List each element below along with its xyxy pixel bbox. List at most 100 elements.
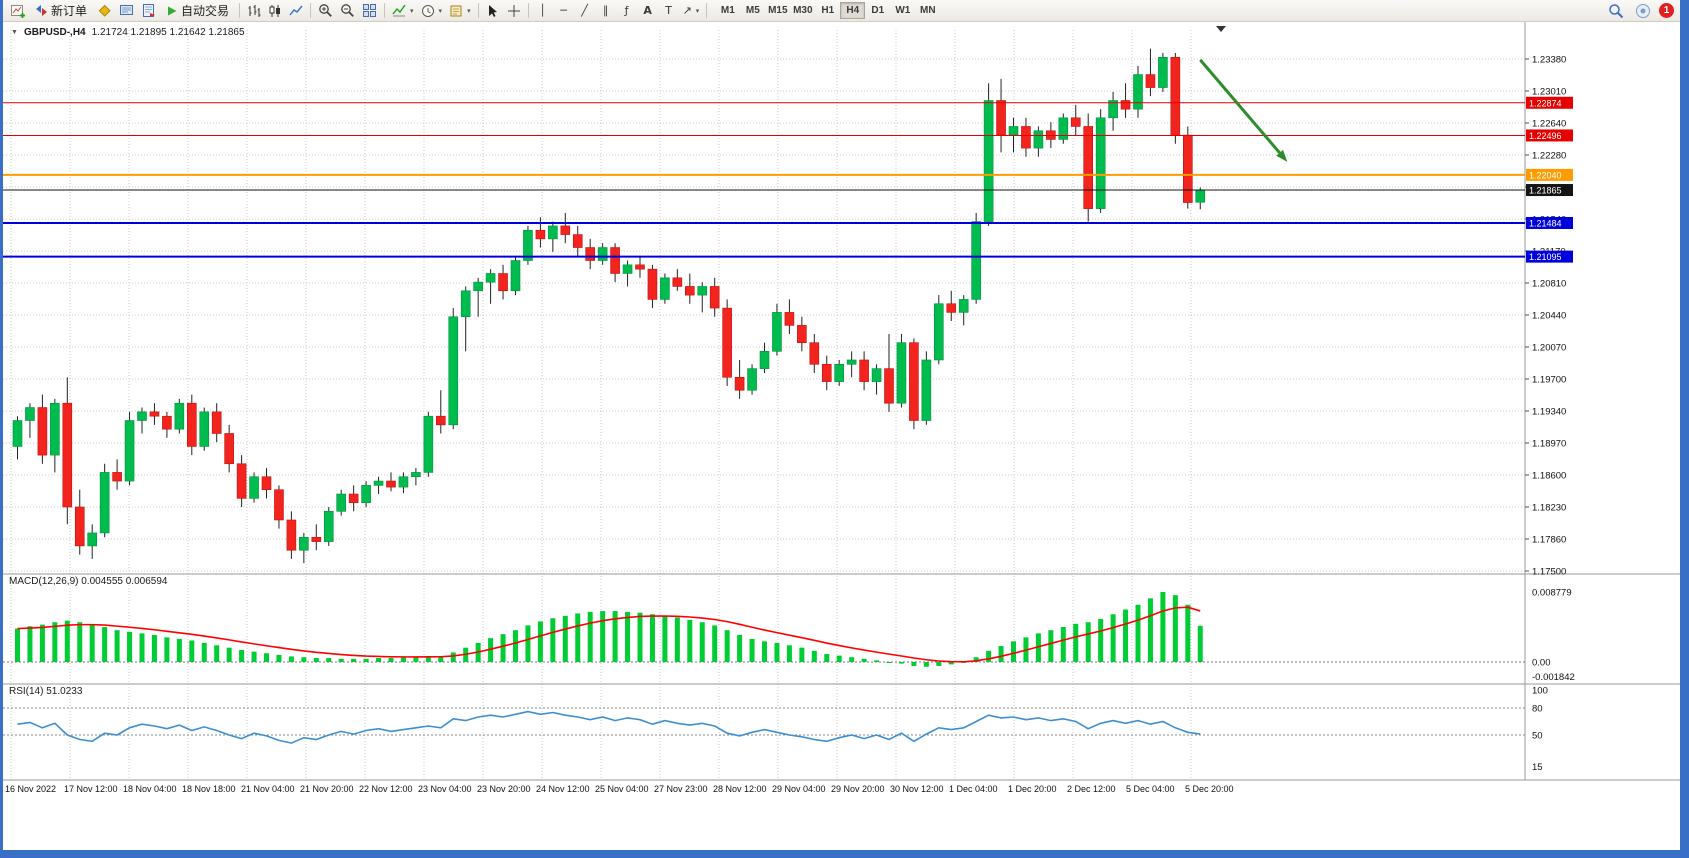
svg-text:30 Nov 12:00: 30 Nov 12:00 xyxy=(890,784,944,794)
price-chart-canvas[interactable]: 1.233801.230101.226401.222801.219101.215… xyxy=(3,22,1680,850)
toolbar-separator xyxy=(239,3,241,18)
svg-text:27 Nov 23:00: 27 Nov 23:00 xyxy=(654,784,708,794)
chart-symbol-label: GBPUSD-,H4 xyxy=(23,27,86,38)
zoom-in-icon[interactable] xyxy=(315,2,336,20)
svg-text:15: 15 xyxy=(1532,762,1543,773)
svg-text:1 Dec 20:00: 1 Dec 20:00 xyxy=(1008,784,1057,794)
timeframe-m5-button[interactable]: M5 xyxy=(745,5,760,16)
chevron-down-icon: ▾ xyxy=(467,7,471,15)
autotrading-button[interactable]: 自动交易 xyxy=(160,2,235,20)
cursor-icon[interactable] xyxy=(483,2,503,20)
trendline-icon[interactable]: ╱ xyxy=(581,4,588,17)
macd-panel xyxy=(3,591,1525,667)
svg-text:21 Nov 20:00: 21 Nov 20:00 xyxy=(300,784,354,794)
timeframe-m15-button[interactable]: M15 xyxy=(768,5,788,16)
chart-ohlc-label: 1.21724 1.21895 1.21642 1.21865 xyxy=(91,27,245,38)
svg-text:1.18600: 1.18600 xyxy=(1532,471,1566,482)
svg-text:1.21865: 1.21865 xyxy=(1529,186,1562,196)
chart-title: ▼ GBPUSD-,H4 1.21724 1.21895 1.21642 1.2… xyxy=(11,27,245,38)
svg-text:1.23010: 1.23010 xyxy=(1532,87,1566,98)
shift-end-marker[interactable] xyxy=(1216,26,1226,32)
candlesticks-icon[interactable] xyxy=(265,2,285,20)
chevron-down-icon: ▾ xyxy=(410,7,414,15)
svg-text:18 Nov 04:00: 18 Nov 04:00 xyxy=(123,784,177,794)
svg-text:2 Dec 12:00: 2 Dec 12:00 xyxy=(1067,784,1116,794)
svg-text:0.008779: 0.008779 xyxy=(1532,588,1572,599)
toolbar-right-group: 1 xyxy=(1605,2,1676,20)
svg-text:80: 80 xyxy=(1532,704,1543,715)
crosshair-icon[interactable] xyxy=(504,2,524,20)
indicators-dropdown[interactable]: ▾ xyxy=(389,2,417,20)
horizontal-price-lines[interactable] xyxy=(3,102,1525,258)
svg-text:1.22040: 1.22040 xyxy=(1529,170,1562,180)
svg-text:1.18970: 1.18970 xyxy=(1532,439,1566,450)
profiles-icon[interactable] xyxy=(94,2,115,20)
svg-text:1.18230: 1.18230 xyxy=(1532,503,1566,514)
chevron-down-icon: ▾ xyxy=(695,7,700,15)
timeframe-m1-button[interactable]: M1 xyxy=(720,5,735,16)
market-watch-icon[interactable] xyxy=(116,2,137,20)
tile-windows-icon[interactable] xyxy=(359,2,380,20)
line-chart-icon[interactable] xyxy=(286,2,306,20)
svg-text:1.20070: 1.20070 xyxy=(1532,343,1566,354)
svg-text:-0.001842: -0.001842 xyxy=(1532,672,1575,683)
collapse-chart-icon[interactable]: ▼ xyxy=(11,29,18,36)
svg-text:1.22640: 1.22640 xyxy=(1532,119,1566,130)
svg-text:0.00: 0.00 xyxy=(1532,658,1551,669)
svg-text:1 Dec 04:00: 1 Dec 04:00 xyxy=(949,784,998,794)
new-chart-icon[interactable] xyxy=(7,2,28,20)
macd-label: MACD(12,26,9) 0.004555 0.006594 xyxy=(9,576,168,587)
toolbar-separator xyxy=(706,3,708,18)
text-icon[interactable]: A xyxy=(643,4,652,17)
chart-window: 1.233801.230101.226401.222801.219101.215… xyxy=(3,22,1680,850)
svg-text:23 Nov 20:00: 23 Nov 20:00 xyxy=(477,784,531,794)
svg-text:1.22280: 1.22280 xyxy=(1532,151,1566,162)
timeframe-toolbar: M1 M5 M15 M30 H1 H4 D1 W1 MN xyxy=(715,2,940,19)
rsi-line xyxy=(17,710,1201,744)
notifications-badge[interactable]: 1 xyxy=(1659,3,1674,18)
periods-dropdown[interactable]: ▾ xyxy=(418,2,446,20)
toolbar-separator xyxy=(384,3,386,18)
timeframe-mn-button[interactable]: MN xyxy=(920,5,936,16)
autotrading-label: 自动交易 xyxy=(181,4,230,18)
svg-text:16 Nov 2022: 16 Nov 2022 xyxy=(5,784,56,794)
timeframe-w1-button[interactable]: W1 xyxy=(895,5,911,16)
timeframe-m30-button[interactable]: M30 xyxy=(793,5,813,16)
main-toolbar: 新订单 自动交易 xyxy=(3,0,1680,22)
community-icon[interactable] xyxy=(1632,2,1654,20)
vertical-line-icon[interactable]: │ xyxy=(539,4,546,17)
svg-text:23 Nov 04:00: 23 Nov 04:00 xyxy=(418,784,472,794)
label-icon[interactable]: T xyxy=(665,4,672,17)
time-axis[interactable]: 16 Nov 2022 17 Nov 12:00 18 Nov 04:00 18 No… xyxy=(5,784,1234,794)
svg-text:50: 50 xyxy=(1532,731,1543,742)
svg-text:100: 100 xyxy=(1532,686,1548,697)
svg-text:1.19340: 1.19340 xyxy=(1532,407,1566,418)
fibonacci-icon[interactable]: ƒ xyxy=(624,4,629,17)
svg-text:1.17500: 1.17500 xyxy=(1532,567,1566,578)
templates-dropdown[interactable]: ▾ xyxy=(446,2,474,20)
data-window-icon[interactable] xyxy=(138,2,159,20)
timeframe-d1-button[interactable]: D1 xyxy=(871,5,885,16)
new-order-button[interactable]: 新订单 xyxy=(29,2,93,20)
search-icon[interactable] xyxy=(1605,2,1627,20)
arrows-dropdown[interactable]: ↗ ▾ xyxy=(682,4,700,17)
timeframe-h1-button[interactable]: H1 xyxy=(821,5,835,16)
rsi-panel xyxy=(3,707,1525,744)
ohlc-bars-icon[interactable] xyxy=(244,2,264,20)
price-line-badges: 1.22874 1.22496 1.22040 1.21865 1.21484 1.210… xyxy=(1526,96,1573,263)
macd-signal-line xyxy=(17,606,1201,663)
svg-text:1.22496: 1.22496 xyxy=(1529,131,1562,141)
horizontal-line-icon[interactable]: ─ xyxy=(560,4,567,17)
svg-text:17 Nov 12:00: 17 Nov 12:00 xyxy=(64,784,118,794)
candles xyxy=(12,48,1206,564)
svg-text:1.20810: 1.20810 xyxy=(1532,279,1566,290)
zoom-out-icon[interactable] xyxy=(337,2,358,20)
svg-text:5 Dec 04:00: 5 Dec 04:00 xyxy=(1126,784,1175,794)
trend-arrow-annotation[interactable] xyxy=(1199,58,1288,162)
channel-icon[interactable]: ∥ xyxy=(602,4,609,17)
svg-text:24 Nov 12:00: 24 Nov 12:00 xyxy=(536,784,590,794)
svg-text:29 Nov 20:00: 29 Nov 20:00 xyxy=(831,784,885,794)
svg-text:21 Nov 04:00: 21 Nov 04:00 xyxy=(241,784,295,794)
timeframe-h4-button[interactable]: H4 xyxy=(840,2,866,19)
